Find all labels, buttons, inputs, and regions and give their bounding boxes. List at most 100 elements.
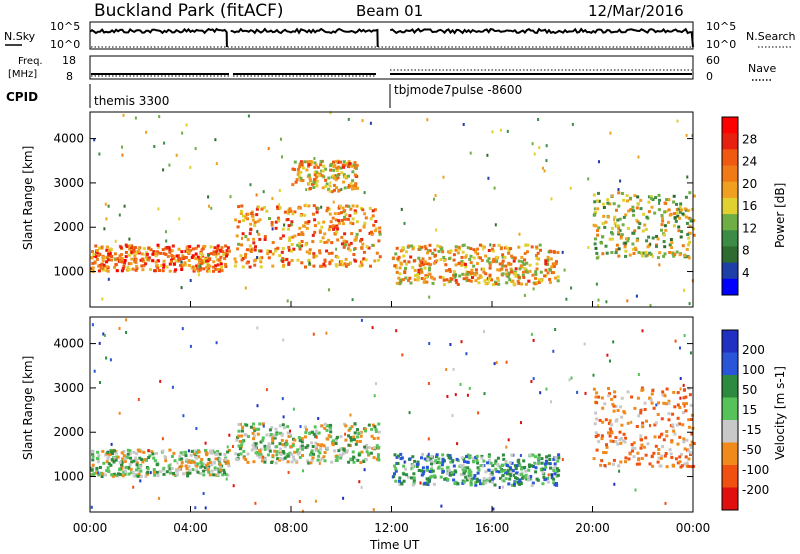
data-cell: [508, 461, 512, 465]
data-cell: [359, 461, 363, 465]
data-cell: [367, 446, 371, 449]
data-cell: [113, 252, 117, 256]
data-cell: [409, 255, 413, 259]
data-cell: [484, 481, 488, 485]
data-cell: [463, 460, 466, 464]
velocity-colorbar-label: Velocity [m s-1]: [773, 366, 787, 460]
data-cell: [369, 121, 372, 125]
data-cell: [249, 222, 253, 226]
data-cell: [363, 468, 366, 472]
data-cell: [179, 264, 183, 267]
data-cell: [329, 435, 333, 439]
data-cell: [313, 425, 317, 429]
data-cell: [271, 241, 275, 244]
data-cell: [523, 258, 527, 262]
data-cell: [189, 453, 193, 457]
data-cell: [109, 247, 113, 251]
data-cell: [100, 245, 104, 249]
data-cell: [237, 423, 241, 426]
data-cell: [537, 456, 541, 460]
data-cell: [158, 470, 162, 474]
data-cell: [293, 160, 297, 164]
data-cell: [203, 257, 207, 261]
data-cell: [353, 431, 357, 435]
data-cell: [433, 461, 436, 465]
data-cell: [159, 251, 163, 255]
data-cell: [408, 411, 411, 415]
data-cell: [619, 179, 622, 183]
data-cell: [162, 252, 166, 256]
data-cell: [195, 264, 199, 268]
data-cell: [291, 183, 295, 187]
data-cell: [444, 269, 448, 273]
data-cell: [624, 249, 628, 253]
data-cell: [398, 272, 402, 276]
data-cell: [629, 208, 633, 212]
data-cell: [224, 457, 228, 461]
data-cell: [303, 213, 307, 217]
data-cell: [651, 198, 655, 201]
data-cell: [507, 438, 510, 442]
data-cell: [351, 179, 355, 183]
data-cell: [611, 439, 615, 443]
data-cell: [496, 276, 500, 280]
data-cell: [407, 475, 410, 479]
data-cell: [497, 282, 501, 286]
data-cell: [267, 444, 271, 448]
data-cell: [529, 475, 533, 478]
data-cell: [135, 452, 139, 456]
data-cell: [678, 435, 682, 439]
data-cell: [505, 472, 509, 476]
colorbar-tick-label: 100: [742, 363, 765, 377]
data-cell: [145, 255, 148, 259]
data-cell: [430, 474, 434, 478]
data-cell: [290, 220, 294, 224]
data-cell: [430, 462, 433, 466]
data-cell: [335, 230, 339, 234]
data-cell: [160, 264, 164, 267]
data-cell: [215, 250, 219, 254]
data-cell: [178, 454, 182, 458]
data-cell: [655, 235, 659, 238]
data-cell: [474, 481, 478, 485]
data-cell: [510, 270, 513, 274]
data-cell: [219, 262, 223, 266]
data-cell: [180, 464, 184, 468]
data-cell: [468, 386, 471, 390]
data-cell: [184, 263, 188, 267]
data-cell: [360, 246, 364, 250]
data-cell: [337, 206, 341, 210]
data-cell: [317, 174, 321, 177]
data-cell: [476, 276, 480, 280]
data-cell: [124, 455, 128, 459]
data-cell: [619, 460, 623, 464]
data-cell: [492, 257, 496, 261]
data-cell: [258, 455, 261, 459]
data-cell: [413, 274, 417, 277]
x-tick-label: 16:00: [475, 521, 510, 535]
data-cell: [216, 258, 220, 262]
data-cell: [595, 401, 599, 405]
data-cell: [107, 204, 110, 208]
data-cell: [531, 481, 535, 485]
data-cell: [254, 245, 257, 249]
data-cell: [473, 273, 477, 277]
data-cell: [647, 210, 651, 214]
data-cell: [166, 245, 170, 249]
cpid-segment-1: themis 3300: [94, 94, 169, 108]
data-cell: [622, 432, 626, 436]
data-cell: [477, 281, 481, 285]
data-cell: [304, 265, 307, 269]
data-cell: [641, 425, 645, 429]
data-cell: [527, 468, 531, 472]
data-cell: [486, 259, 490, 263]
data-cell: [153, 459, 157, 463]
data-cell: [692, 233, 696, 237]
data-cell: [272, 436, 276, 440]
data-cell: [671, 252, 675, 256]
data-cell: [238, 440, 242, 443]
data-cell: [553, 465, 557, 469]
data-cell: [195, 456, 199, 460]
data-cell: [400, 456, 404, 460]
